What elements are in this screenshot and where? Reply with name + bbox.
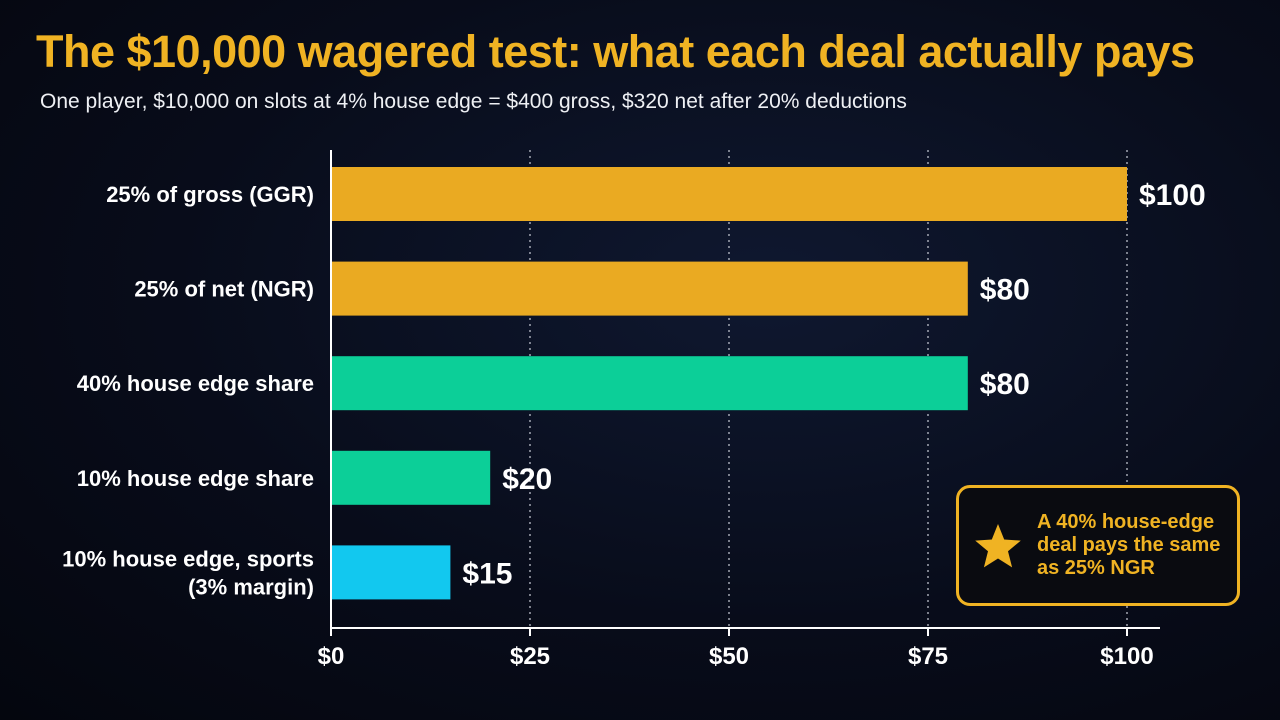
chart-subtitle: One player, $10,000 on slots at 4% house… <box>40 90 907 113</box>
x-tick-label: $75 <box>908 643 948 670</box>
value-label: $80 <box>980 274 1030 307</box>
category-label-line: 10% house edge, sports <box>62 546 314 571</box>
x-tick-label: $25 <box>510 643 550 670</box>
category-label-line: 40% house edge share <box>77 371 314 396</box>
bars <box>332 167 1127 600</box>
bar <box>332 450 491 505</box>
category-label-line: 25% of gross (GGR) <box>106 182 314 207</box>
axes <box>330 150 1160 636</box>
category-label: 25% of gross (GGR) <box>106 182 314 207</box>
x-tick-label: $50 <box>709 643 749 670</box>
category-label: 10% house edge, sports (3% margin) <box>62 546 314 599</box>
x-tick-label: $0 <box>318 643 345 670</box>
category-label: 10% house edge share <box>77 466 314 491</box>
labels: $0 $25 $50 $75 $100 25% of gross (GGR) $100 25%… <box>62 179 1206 670</box>
x-tick-label: $100 <box>1100 643 1153 670</box>
bar <box>332 261 968 316</box>
category-label: 40% house edge share <box>77 371 314 396</box>
callout-text: A 40% house-edge deal pays the same as 2… <box>1037 511 1221 579</box>
chart-title: The $10,000 wagered test: what each deal… <box>36 26 1195 77</box>
bar <box>332 545 451 600</box>
callout-box: A 40% house-edge deal pays the same as 2… <box>956 485 1240 606</box>
star-icon <box>975 523 1021 567</box>
value-label: $20 <box>502 463 552 496</box>
gridlines <box>529 150 1128 628</box>
value-label: $80 <box>980 368 1030 401</box>
category-label-line: 25% of net (NGR) <box>134 277 314 302</box>
category-label-line: 10% house edge share <box>77 466 314 491</box>
value-label: $100 <box>1139 179 1206 212</box>
category-label-line: (3% margin) <box>188 574 314 599</box>
bar <box>332 167 1127 221</box>
bar <box>332 356 968 411</box>
category-label: 25% of net (NGR) <box>134 277 314 302</box>
value-label: $15 <box>462 557 512 590</box>
